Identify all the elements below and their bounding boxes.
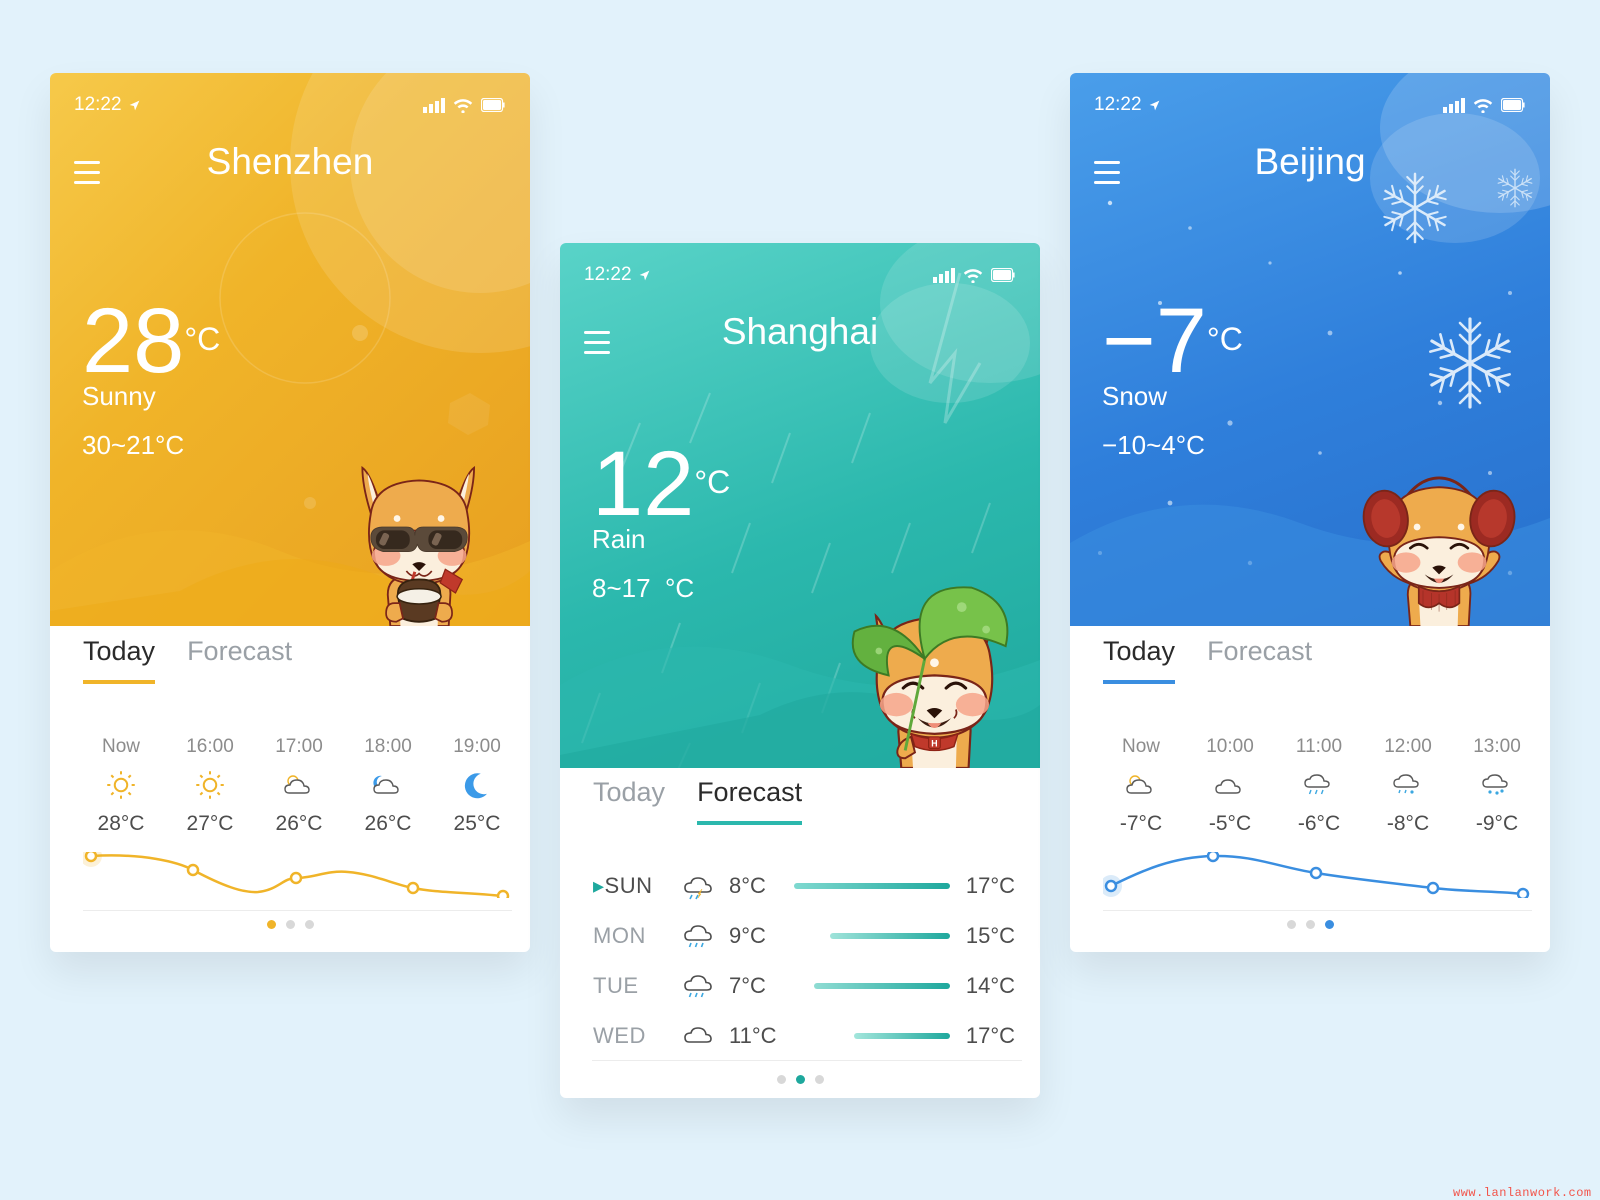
svg-text:H: H xyxy=(931,739,937,749)
